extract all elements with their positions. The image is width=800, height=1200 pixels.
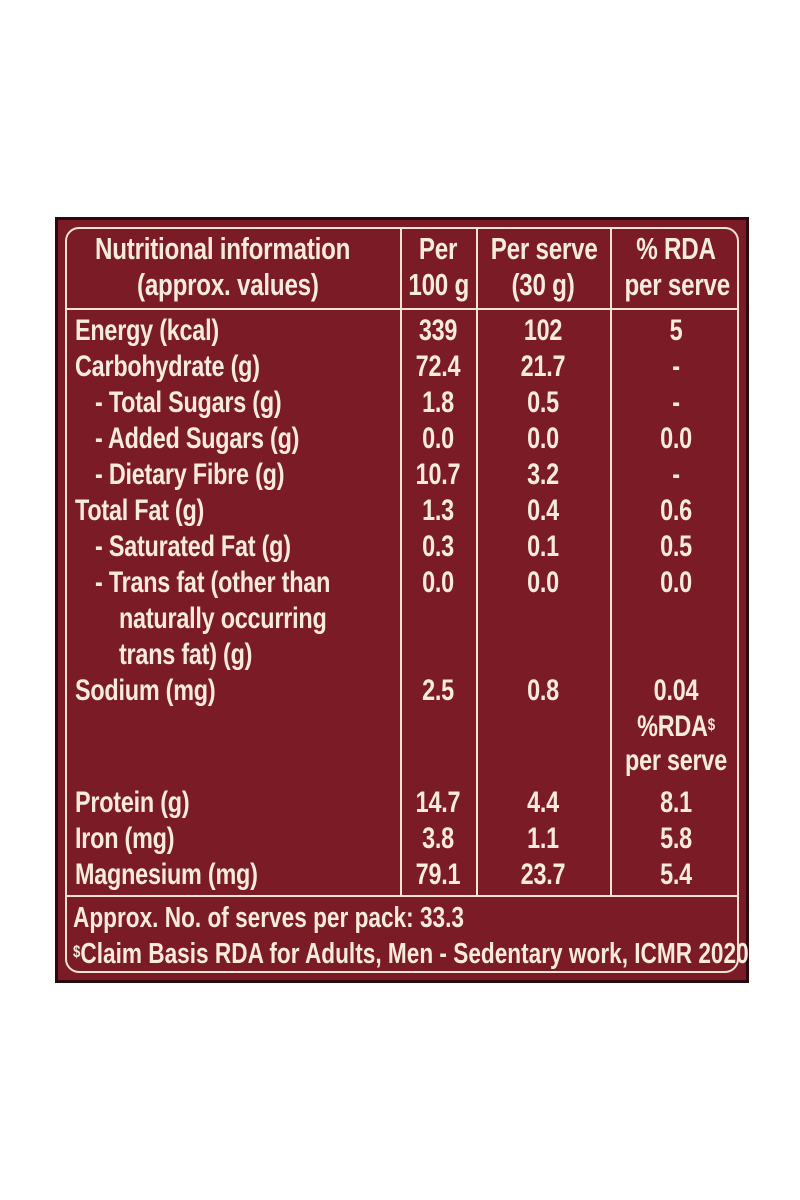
row-per100: 79.1 xyxy=(415,858,461,891)
row-perserve: 0.0 xyxy=(527,422,559,455)
header-divider xyxy=(67,308,737,310)
row-per100: 0.3 xyxy=(422,530,454,563)
row-perserve: 23.7 xyxy=(520,858,566,891)
row-rda: 8.1 xyxy=(660,786,692,819)
header-col2-line2: 100 g xyxy=(408,267,470,302)
row-per100: 339 xyxy=(418,314,458,347)
serves-per-pack: Approx. No. of serves per pack: 33.3 xyxy=(73,902,464,934)
rda-claim-basis: $Claim Basis RDA for Adults, Men - Seden… xyxy=(73,938,749,970)
row-perserve: 1.1 xyxy=(527,822,559,855)
row-per100: 2.5 xyxy=(422,674,454,707)
row-perserve: 102 xyxy=(523,314,563,347)
rda-subheader-line1: %RDA$ xyxy=(637,710,715,743)
row-label: Energy (kcal) xyxy=(75,314,219,347)
row-perserve: 4.4 xyxy=(527,786,559,819)
row-per100: 0.0 xyxy=(422,566,454,599)
row-perserve: 0.5 xyxy=(527,386,559,419)
row-label-continued: naturally occurring xyxy=(119,602,327,635)
row-rda: 5.4 xyxy=(660,858,692,891)
row-rda: 0.0 xyxy=(660,422,692,455)
row-per100: 3.8 xyxy=(422,822,454,855)
row-perserve: 0.8 xyxy=(527,674,559,707)
header-col3-line2: (30 g) xyxy=(511,267,575,302)
row-per100: 1.8 xyxy=(422,386,454,419)
row-label: Carbohydrate (g) xyxy=(75,350,260,383)
row-label: - Saturated Fat (g) xyxy=(95,530,291,563)
row-per100: 1.3 xyxy=(422,494,454,527)
row-perserve: 3.2 xyxy=(527,458,559,491)
row-label: - Added Sugars (g) xyxy=(95,422,300,455)
row-rda: 0.04 xyxy=(653,674,699,707)
row-per100: 0.0 xyxy=(422,422,454,455)
row-rda: 5 xyxy=(669,314,683,347)
row-label: - Total Sugars (g) xyxy=(95,386,282,419)
row-label: - Dietary Fibre (g) xyxy=(95,458,285,491)
row-label: Total Fat (g) xyxy=(75,494,205,527)
row-rda: 5.8 xyxy=(660,822,692,855)
nutrition-table: Nutritional information (approx. values)… xyxy=(65,227,749,973)
row-label-continued: trans fat) (g) xyxy=(119,638,253,671)
header-col4-line2: per serve xyxy=(624,267,731,302)
row-label: Iron (mg) xyxy=(75,822,175,855)
column-divider xyxy=(476,229,478,895)
header-col4-line1: % RDA xyxy=(636,231,716,266)
row-per100: 10.7 xyxy=(415,458,461,491)
row-label: Sodium (mg) xyxy=(75,674,216,707)
row-rda: 0.6 xyxy=(660,494,692,527)
header-col3-line1: Per serve xyxy=(490,231,598,266)
row-per100: 14.7 xyxy=(415,786,461,819)
header-col1-line1: Nutritional information xyxy=(95,231,351,266)
row-rda: - xyxy=(672,386,680,419)
rda-subheader-line2: per serve xyxy=(625,744,727,777)
row-perserve: 0.1 xyxy=(527,530,559,563)
row-per100: 72.4 xyxy=(415,350,461,383)
header-col2-line1: Per xyxy=(418,231,458,266)
column-divider xyxy=(610,229,612,895)
header-col1-line2: (approx. values) xyxy=(137,267,319,302)
column-divider xyxy=(400,229,402,895)
row-perserve: 0.0 xyxy=(527,566,559,599)
row-rda: - xyxy=(672,458,680,491)
row-perserve: 21.7 xyxy=(520,350,566,383)
row-rda: 0.5 xyxy=(660,530,692,563)
nutrition-panel: Nutritional information (approx. values)… xyxy=(55,217,749,983)
row-label: Protein (g) xyxy=(75,786,190,819)
row-rda: 0.0 xyxy=(660,566,692,599)
row-label: Magnesium (mg) xyxy=(75,858,258,891)
row-label: - Trans fat (other than xyxy=(95,566,331,599)
footer-divider xyxy=(67,895,737,897)
row-rda: - xyxy=(672,350,680,383)
row-perserve: 0.4 xyxy=(527,494,559,527)
